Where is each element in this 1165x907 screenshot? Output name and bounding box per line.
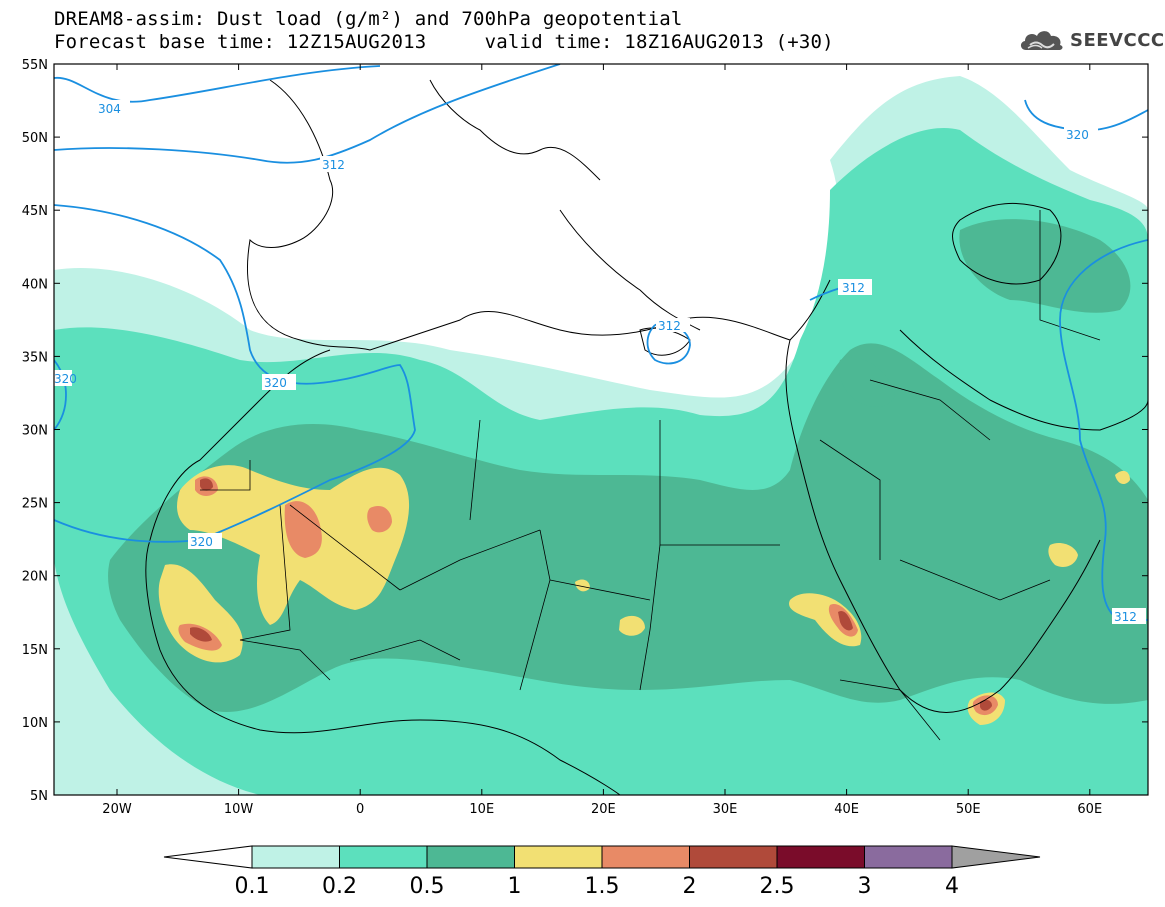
colorbar-swatch <box>864 845 953 869</box>
colorbar-swatch <box>689 845 778 869</box>
lat-label: 35N <box>22 350 48 365</box>
lon-label: 30E <box>713 802 738 817</box>
colorbar-label: 1.5 <box>585 874 620 899</box>
forecast-time-subtitle: Forecast base time: 12Z15AUG2013 valid t… <box>54 31 834 53</box>
contour-labels: 304 312 312 320 320 320 312 312 320 <box>54 100 1146 624</box>
lat-label: 15N <box>22 643 48 658</box>
lon-label: 0 <box>356 802 364 817</box>
colorbar-swatch <box>426 845 515 869</box>
lat-label: 40N <box>22 277 48 292</box>
colorbar-label: 2 <box>683 874 697 899</box>
colorbar-label: 2.5 <box>760 874 795 899</box>
lon-label: 10W <box>224 802 254 817</box>
colorbar-over-arrow <box>951 845 1041 869</box>
colorbar-swatch <box>251 845 340 869</box>
contour-label-320-sahara: 320 <box>190 535 213 549</box>
seevccc-logo: SEEVCCC <box>1018 26 1165 54</box>
lat-label: 50N <box>22 131 48 146</box>
contour-label-320-northeast: 320 <box>1066 128 1089 142</box>
colorbar-swatch <box>776 845 865 869</box>
colorbar-label: 0.2 <box>322 874 357 899</box>
colorbar-swatch <box>601 845 690 869</box>
contour-label-304: 304 <box>98 102 121 116</box>
dust-field-extreme <box>190 478 992 711</box>
lon-label: 50E <box>956 802 981 817</box>
colorbar-under-arrow <box>163 845 253 869</box>
map-title: DREAM8-assim: Dust load (g/m²) and 700hP… <box>54 8 683 30</box>
lat-label: 55N <box>22 58 48 73</box>
contour-label-312-north: 312 <box>322 158 345 172</box>
colorbar-label: 1 <box>508 874 522 899</box>
contour-312-east <box>1059 239 1148 621</box>
contour-312-north <box>54 64 561 164</box>
lat-label: 20N <box>22 570 48 585</box>
lat-label: 45N <box>22 204 48 219</box>
contour-label-312-crete: 312 <box>658 319 681 333</box>
colorbar-swatch <box>339 845 428 869</box>
contour-304 <box>54 65 381 103</box>
dust-field-medium <box>108 219 1148 712</box>
colorbar: 0.1 0.2 0.5 1 1.5 2 2.5 3 4 <box>163 845 1041 899</box>
contour-320-edge <box>54 359 67 431</box>
lon-label: 20E <box>591 802 616 817</box>
latitude-axis: 55N 50N 45N 40N 35N 30N 25N 20N 15N 10N 5N <box>22 58 1148 804</box>
logo-text: SEEVCCC <box>1070 29 1165 51</box>
lat-label: 10N <box>22 716 48 731</box>
lon-label: 20W <box>102 802 132 817</box>
country-borders <box>200 210 1101 741</box>
colorbar-label: 0.1 <box>235 874 270 899</box>
colorbar-label: 3 <box>858 874 872 899</box>
lat-label: 25N <box>22 497 48 512</box>
lat-label: 5N <box>30 789 48 804</box>
colorbar-label: 4 <box>945 874 959 899</box>
longitude-axis: 20W 10W 0 10E 20E 30E 40E 50E 60E <box>102 64 1102 817</box>
contour-label-312-turkey: 312 <box>842 281 865 295</box>
colorbar-swatch <box>514 845 603 869</box>
contour-label-312-east: 312 <box>1114 610 1137 624</box>
lon-label: 10E <box>469 802 494 817</box>
lon-label: 40E <box>834 802 859 817</box>
lon-label: 60E <box>1077 802 1102 817</box>
lat-label: 30N <box>22 424 48 439</box>
cloud-logo-icon <box>1020 31 1063 50</box>
contour-label-320-edge: 320 <box>54 372 77 386</box>
contour-label-320-morocco: 320 <box>264 376 287 390</box>
colorbar-label: 0.5 <box>410 874 445 899</box>
